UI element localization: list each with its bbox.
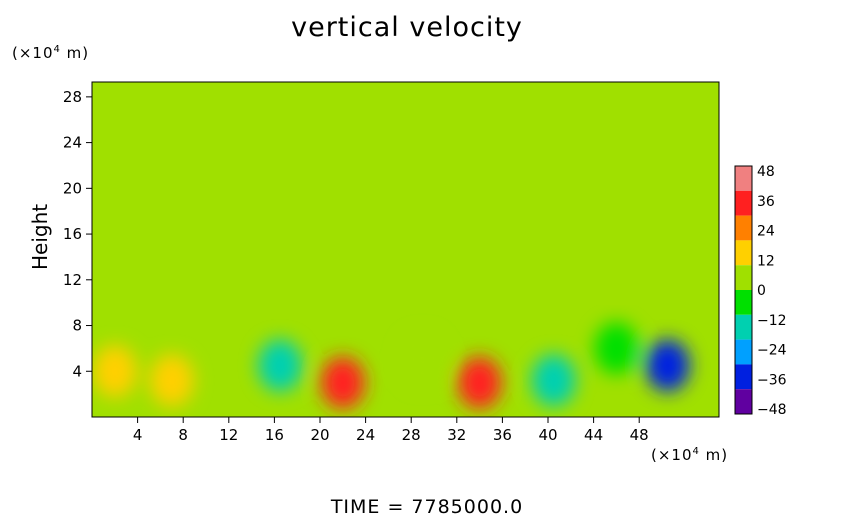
y-tick-label: 24: [63, 134, 82, 152]
colorbar-label: 48: [757, 164, 775, 180]
x-tick-label: 36: [493, 426, 512, 444]
colorbar-label: 0: [757, 283, 766, 299]
velocity-feature-1: [320, 356, 365, 409]
colorbar-frame: [734, 165, 753, 415]
colorbar-segment: [735, 339, 752, 365]
x-tick-label: 8: [178, 426, 188, 444]
colorbar-segment: [735, 215, 752, 241]
y-tick-label: 20: [63, 179, 82, 197]
y-tick-label: 4: [72, 362, 82, 380]
x-tick-label: 48: [630, 426, 649, 444]
colorbar-segment: [735, 190, 752, 216]
colorbar-label: −48: [757, 402, 787, 418]
x-tick-label: 28: [402, 426, 421, 444]
colorbar-label: −36: [757, 372, 787, 388]
x-tick-label: 12: [219, 426, 238, 444]
colorbar-segment: [735, 265, 752, 290]
plot-frame: [91, 81, 720, 418]
y-tick-label: 16: [63, 225, 82, 243]
x-tick-label: 4: [133, 426, 143, 444]
velocity-feature-4: [531, 354, 576, 407]
colorbar-label: −12: [757, 313, 787, 329]
y-axis-unit: (×104 m): [12, 44, 90, 62]
y-tick-label: 28: [63, 88, 82, 106]
colorbar-segment: [735, 314, 752, 340]
colorbar-label: 36: [757, 194, 775, 210]
velocity-feature-5: [645, 339, 690, 392]
colorbar-segment: [735, 290, 752, 315]
time-label: TIME = 7785000.0: [330, 496, 524, 518]
velocity-feature-8: [594, 322, 639, 375]
velocity-feature-7: [400, 333, 445, 386]
velocity-feature-6: [92, 345, 137, 398]
y-tick-label: 8: [72, 317, 82, 335]
velocity-feature-0: [149, 354, 194, 407]
colorbar-label: 24: [757, 224, 775, 240]
x-axis-unit: (×104 m): [651, 446, 729, 464]
colorbar-segment: [735, 240, 752, 266]
x-tick-label: 24: [356, 426, 375, 444]
x-tick-label: 32: [447, 426, 466, 444]
colorbar-segment: [735, 389, 752, 414]
heatmap-area: [92, 82, 719, 417]
colorbar-segment: [735, 364, 752, 390]
x-tick-label: 44: [584, 426, 603, 444]
y-tick-label: 12: [63, 271, 82, 289]
colorbar-label: 12: [757, 253, 775, 269]
velocity-feature-3: [258, 339, 303, 392]
x-tick-label: 40: [538, 426, 557, 444]
colorbar-label: −24: [757, 343, 787, 359]
x-tick-label: 16: [265, 426, 284, 444]
colorbar-segment: [735, 166, 752, 191]
chart-title: vertical velocity: [291, 12, 523, 43]
x-tick-label: 20: [310, 426, 329, 444]
velocity-feature-2: [457, 356, 502, 409]
